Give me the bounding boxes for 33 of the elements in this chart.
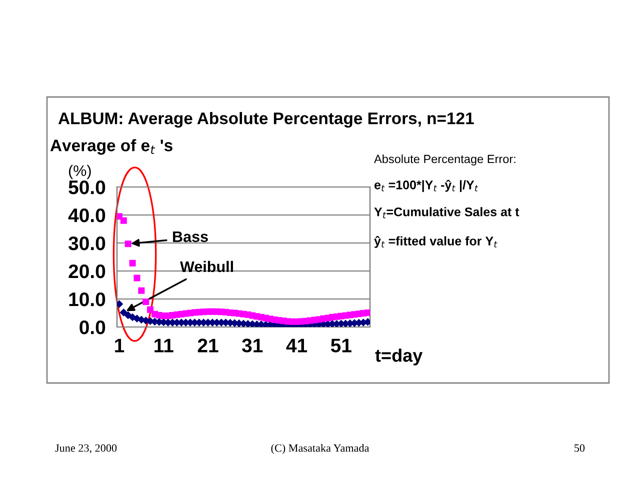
point — [147, 306, 154, 313]
chart-title: ALBUM: Average Absolute Percentage Errors, n=121 — [58, 112, 474, 128]
point — [364, 309, 370, 316]
x-tick-label: 21 — [198, 338, 218, 352]
point — [142, 298, 150, 306]
point — [138, 287, 145, 294]
x-tick-label: 11 — [154, 338, 174, 352]
x-tick-label: 41 — [286, 338, 308, 352]
text: Absolute Percentage Error: — [374, 154, 516, 166]
point — [124, 311, 132, 320]
point — [129, 260, 136, 266]
y-tick-label: 40.0 — [68, 208, 106, 222]
text: Average of e$_{t}$ 's (%) — [50, 139, 172, 180]
y-tick-label: 10.0 — [69, 292, 106, 306]
x-axis-title: t=day — [375, 348, 423, 366]
annotation: Weibull — [180, 260, 233, 272]
y-tick-label: 0.0 — [80, 320, 106, 334]
y-tick-label: 30.0 — [68, 236, 106, 250]
text: 50 — [574, 444, 585, 452]
text: June 23, 2000 — [55, 444, 117, 454]
y-tick-label: 50.0 — [68, 180, 106, 194]
x-tick-label: 51 — [330, 338, 352, 352]
point — [124, 240, 132, 248]
point — [120, 217, 127, 224]
x-tick-label: 1 — [115, 338, 124, 352]
text: (C) Masataka Yamada — [271, 444, 370, 454]
text: e$_{t}$ =100*|Y$_{t}$ -ŷ$_{t}$ |/Y$_{t}$ — [374, 180, 478, 192]
text: Y$_{t}$=Cumulative Sales at t — [374, 207, 520, 218]
x-tick-label: 31 — [242, 338, 263, 352]
point — [134, 274, 140, 282]
y-tick-label: 20.0 — [68, 264, 106, 278]
text: ŷ$_{t}$ =fitted value for Y$_{t}$ — [374, 236, 498, 248]
annotation: Bass — [173, 231, 208, 242]
